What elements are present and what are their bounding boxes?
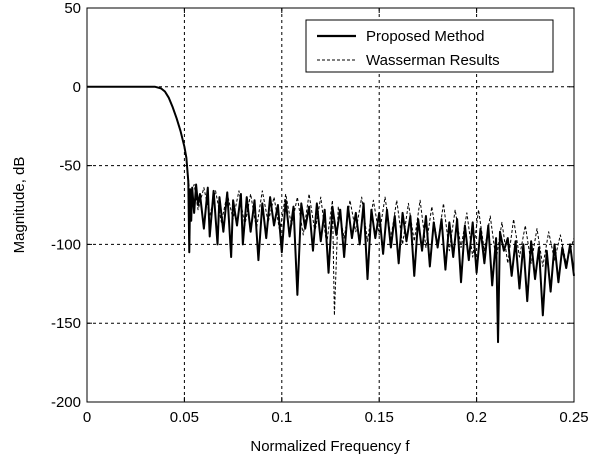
y-tick-label: 0 <box>73 79 81 96</box>
x-tick-label: 0.25 <box>559 409 588 426</box>
plot-background <box>87 8 574 402</box>
legend-label-wasserman: Wasserman Results <box>366 52 500 69</box>
legend-box <box>305 19 554 73</box>
x-axis-label: Normalized Frequency f <box>250 438 410 455</box>
y-tick-label: -150 <box>51 315 81 332</box>
tick-labels: 0 0.05 0.1 0.15 0.2 0.25 -200 -150 -100 -50 0 50 <box>51 0 589 426</box>
x-tick-label: 0.05 <box>170 409 199 426</box>
x-tick-label: 0.1 <box>271 409 292 426</box>
y-axis-label: Magnitude, dB <box>11 157 28 254</box>
x-tick-label: 0.2 <box>466 409 487 426</box>
y-tick-label: -200 <box>51 394 81 411</box>
ticks <box>86 7 575 403</box>
y-tick-label: -100 <box>51 236 81 253</box>
legend-label-proposed: Proposed Method <box>366 28 484 45</box>
series-line-proposed-method <box>87 85 575 344</box>
y-tick-label: 50 <box>64 0 81 17</box>
series-line-wasserman-results <box>87 86 575 316</box>
series-layer <box>87 85 575 344</box>
legend: Proposed Method Wasserman Results <box>305 19 554 73</box>
x-tick-label: 0 <box>83 409 91 426</box>
x-tick-label: 0.15 <box>365 409 394 426</box>
y-tick-label: -50 <box>59 158 81 175</box>
plot-frame <box>86 7 575 403</box>
